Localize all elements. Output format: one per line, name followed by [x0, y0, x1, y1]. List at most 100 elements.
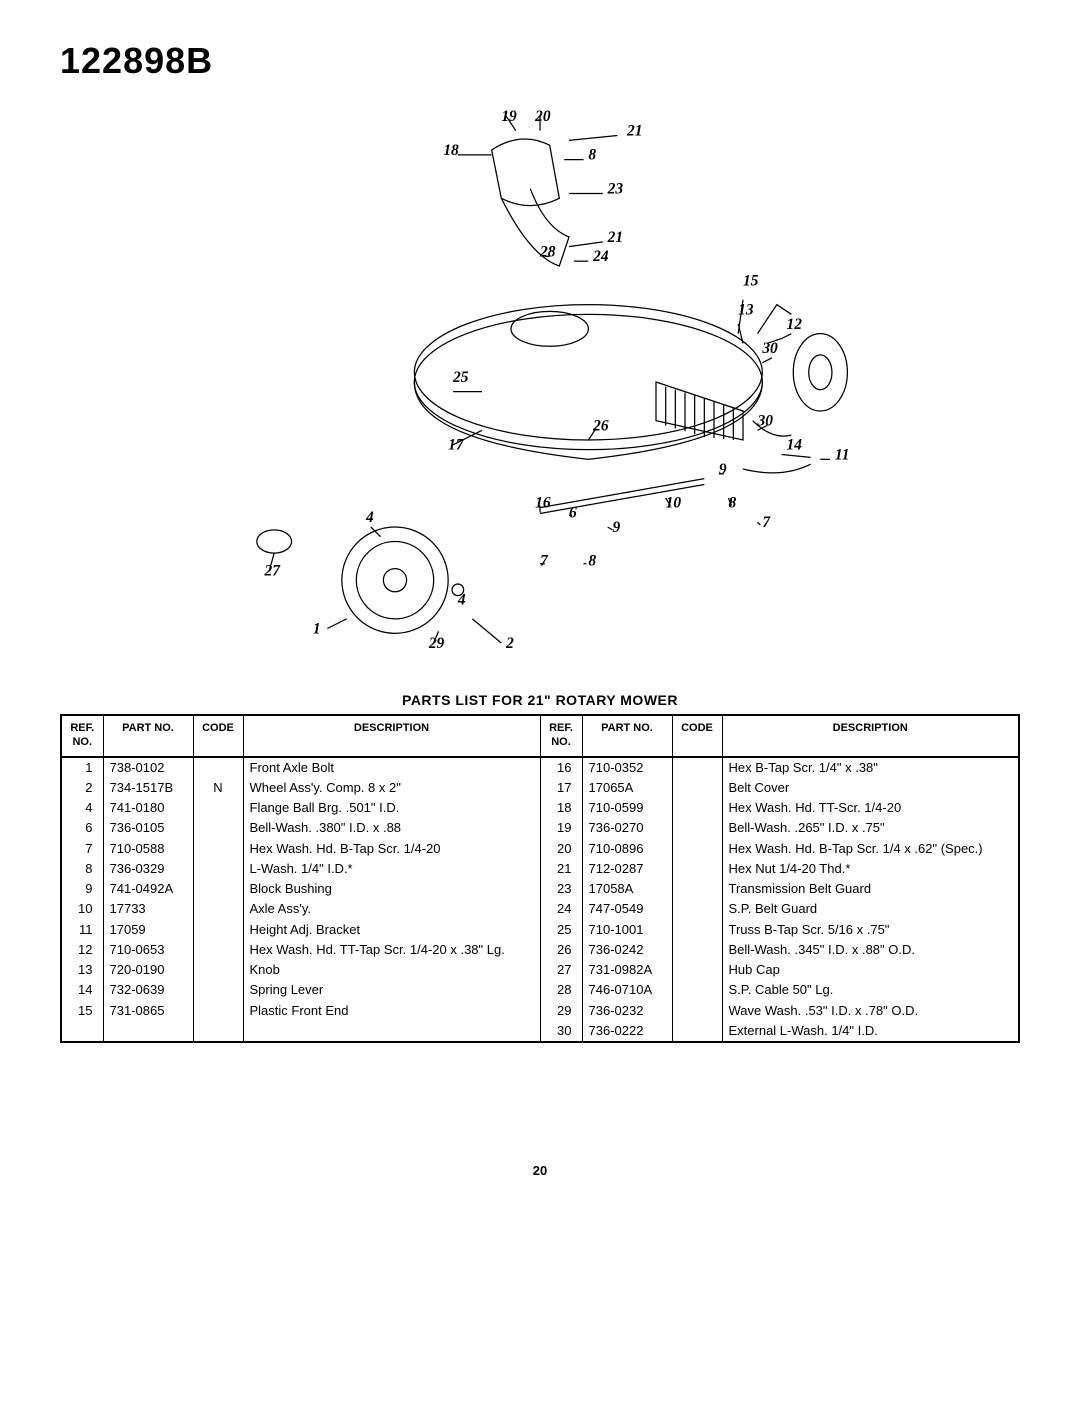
callout-label: 11 [835, 446, 850, 463]
table-cell: Spring Lever [243, 980, 540, 1000]
table-cell: Block Bushing [243, 879, 540, 899]
table-cell [193, 940, 243, 960]
callout-label: 7 [540, 553, 549, 570]
table-cell: 17733 [103, 899, 193, 919]
table-cell [672, 899, 722, 919]
table-cell: Front Axle Bolt [243, 757, 540, 778]
callout-label: 24 [592, 248, 609, 265]
table-cell: 25 [540, 920, 582, 940]
callout-label: 8 [588, 553, 596, 570]
table-cell: S.P. Cable 50" Lg. [722, 980, 1019, 1000]
table-cell [193, 757, 243, 778]
table-cell: 16 [540, 757, 582, 778]
table-cell [193, 980, 243, 1000]
table-cell: Bell-Wash. .265" I.D. x .75" [722, 818, 1019, 838]
table-cell [672, 839, 722, 859]
table-cell: 710-0588 [103, 839, 193, 859]
page-number: 20 [60, 1163, 1020, 1178]
table-cell [672, 1021, 722, 1042]
table-cell: Height Adj. Bracket [243, 920, 540, 940]
th-part-1: PART NO. [103, 715, 193, 757]
callout-label: 16 [535, 495, 551, 512]
table-cell: 23 [540, 879, 582, 899]
table-cell: 30 [540, 1021, 582, 1042]
table-cell: 746-0710A [582, 980, 672, 1000]
table-cell: 14 [61, 980, 103, 1000]
table-cell: 24 [540, 899, 582, 919]
table-cell: 712-0287 [582, 859, 672, 879]
callout-label: 17 [448, 437, 465, 454]
table-cell: Hex Wash. Hd. B-Tap Scr. 1/4-20 [243, 839, 540, 859]
table-cell: Wave Wash. .53" I.D. x .78" O.D. [722, 1001, 1019, 1021]
table-cell [672, 879, 722, 899]
table-cell: 2 [61, 778, 103, 798]
table-cell [672, 1001, 722, 1021]
table-cell: 13 [61, 960, 103, 980]
callout-label: 23 [607, 181, 624, 198]
table-cell [193, 818, 243, 838]
table-cell: 747-0549 [582, 899, 672, 919]
callout-label: 12 [787, 316, 803, 333]
callout-label: 20 [534, 108, 551, 125]
callout-label: 9 [719, 461, 727, 478]
callout-label: 21 [626, 123, 642, 140]
table-cell: 738-0102 [103, 757, 193, 778]
table-cell [193, 1021, 243, 1042]
table-cell: Hex Wash. Hd. B-Tap Scr. 1/4 x .62" (Spe… [722, 839, 1019, 859]
callout-label: 28 [539, 243, 556, 260]
table-cell: Flange Ball Brg. .501" I.D. [243, 798, 540, 818]
table-cell: 17059 [103, 920, 193, 940]
table-cell [672, 960, 722, 980]
table-cell [103, 1021, 193, 1042]
table-cell [193, 798, 243, 818]
table-cell: 710-0896 [582, 839, 672, 859]
table-cell: 11 [61, 920, 103, 940]
table-cell [672, 757, 722, 778]
table-cell: 18 [540, 798, 582, 818]
th-ref-2: REF. NO. [540, 715, 582, 757]
table-cell [193, 879, 243, 899]
table-cell: 28 [540, 980, 582, 1000]
table-cell: 710-0599 [582, 798, 672, 818]
callout-label: 8 [588, 147, 596, 164]
table-cell: Hex B-Tap Scr. 1/4" x .38" [722, 757, 1019, 778]
table-cell: 736-0222 [582, 1021, 672, 1042]
table-cell: 17 [540, 778, 582, 798]
table-cell: 732-0639 [103, 980, 193, 1000]
table-cell: Bell-Wash. .380" I.D. x .88 [243, 818, 540, 838]
table-cell: 7 [61, 839, 103, 859]
table-cell: 736-0329 [103, 859, 193, 879]
table-cell: 741-0492A [103, 879, 193, 899]
callout-label: 26 [592, 417, 609, 434]
table-cell [672, 798, 722, 818]
table-cell: 734-1517B [103, 778, 193, 798]
table-cell [672, 859, 722, 879]
table-cell: S.P. Belt Guard [722, 899, 1019, 919]
th-desc-2: DESCRIPTION [722, 715, 1019, 757]
callout-label: 7 [762, 514, 771, 531]
th-code-1: CODE [193, 715, 243, 757]
callout-label: 29 [428, 635, 445, 652]
callout-label: 30 [761, 340, 778, 357]
callout-label: 21 [607, 229, 623, 246]
page-title: 122898B [60, 40, 1020, 82]
table-cell: 731-0982A [582, 960, 672, 980]
table-cell [193, 1001, 243, 1021]
table-cell: 736-0270 [582, 818, 672, 838]
th-part-2: PART NO. [582, 715, 672, 757]
table-cell: 731-0865 [103, 1001, 193, 1021]
table-cell: 9 [61, 879, 103, 899]
callout-label: 2 [505, 635, 514, 652]
table-cell: Wheel Ass'y. Comp. 8 x 2" [243, 778, 540, 798]
table-cell [193, 859, 243, 879]
callout-label: 1 [313, 620, 321, 637]
table-cell: 4 [61, 798, 103, 818]
table-cell: Truss B-Tap Scr. 5/16 x .75" [722, 920, 1019, 940]
table-cell [672, 920, 722, 940]
callout-label: 15 [743, 272, 759, 289]
table-cell: Knob [243, 960, 540, 980]
table-cell: 710-0653 [103, 940, 193, 960]
table-cell: 8 [61, 859, 103, 879]
th-ref-1: REF. NO. [61, 715, 103, 757]
table-cell: 741-0180 [103, 798, 193, 818]
